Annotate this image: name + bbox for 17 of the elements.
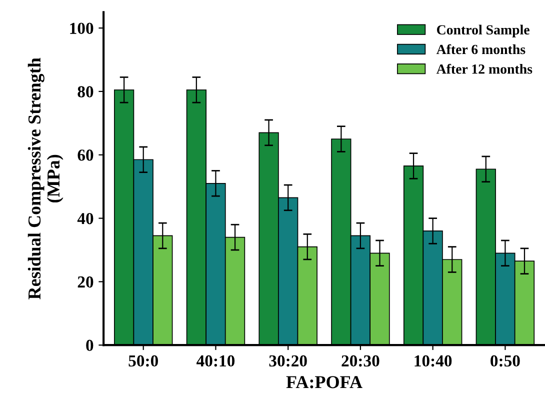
y-tick-label: 100 [70,22,94,34]
x-tick-label: 10:40 [414,355,452,367]
x-axis-title: FA:POFA [286,376,362,388]
legend-label: After 6 months [436,44,526,54]
y-tick-label: 60 [78,150,94,161]
y-tick-label: 80 [78,86,94,98]
y-tick-label: 0 [86,340,94,352]
x-tick-label: 30:20 [269,355,307,367]
x-tick-label: 40:10 [196,355,235,367]
legend-label: After 12 months [436,64,532,74]
y-axis-title: Residual Compressive Strength (MPa) [28,58,64,300]
y-tick-label: 40 [77,212,94,224]
y-tick-label: 20 [78,276,94,288]
x-tick-label: 20:30 [342,355,380,367]
x-tick-label: 0:50 [490,355,520,367]
x-tick-label: 50:0 [128,355,158,367]
legend-label: Control Sample [436,24,530,38]
